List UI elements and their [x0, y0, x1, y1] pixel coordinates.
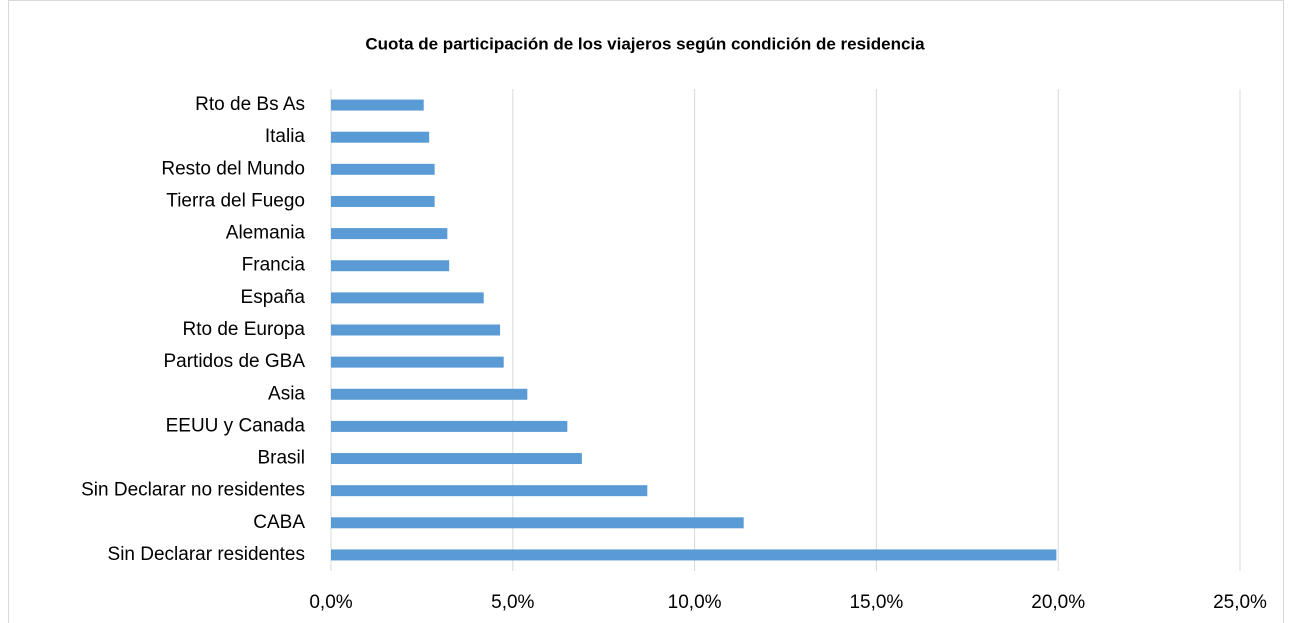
bar — [331, 260, 450, 272]
y-tick-label: Sin Declarar no residentes — [81, 480, 305, 501]
y-tick-label: Resto del Mundo — [161, 158, 305, 179]
bar — [331, 420, 568, 432]
bar — [331, 485, 648, 497]
bar — [331, 99, 424, 111]
y-tick-label: Brasil — [257, 448, 305, 469]
y-tick-label: CABA — [253, 512, 305, 533]
x-tick-label: 20,0% — [1031, 592, 1085, 613]
bar — [331, 356, 504, 368]
x-tick-label: 15,0% — [849, 592, 903, 613]
x-tick-label: 5,0% — [491, 592, 534, 613]
bar — [331, 324, 501, 336]
y-tick-label: Italia — [265, 126, 306, 147]
y-tick-label: Sin Declarar residentes — [108, 544, 305, 565]
bar — [331, 195, 435, 207]
y-tick-label: Rto de Europa — [182, 319, 305, 340]
x-tick-label: 10,0% — [668, 592, 722, 613]
bar — [331, 517, 744, 529]
bar — [331, 292, 484, 304]
bar — [331, 163, 435, 175]
x-tick-label: 25,0% — [1213, 592, 1267, 613]
bar — [331, 549, 1057, 561]
chart-title: Cuota de participación de los viajeros s… — [365, 34, 925, 53]
bar — [331, 228, 448, 240]
y-tick-label: Alemania — [226, 223, 306, 244]
bar — [331, 453, 582, 465]
y-tick-label: EEUU y Canada — [166, 415, 306, 436]
y-tick-label: España — [241, 287, 306, 308]
y-tick-label: Rto de Bs As — [195, 94, 305, 115]
y-tick-label: Tierra del Fuego — [166, 190, 305, 211]
y-tick-label: Partidos de GBA — [163, 351, 305, 372]
bar — [331, 131, 430, 143]
y-tick-label: Asia — [268, 383, 305, 404]
x-tick-label: 0,0% — [309, 592, 352, 613]
bar — [331, 388, 528, 400]
y-tick-label: Francia — [242, 255, 306, 276]
